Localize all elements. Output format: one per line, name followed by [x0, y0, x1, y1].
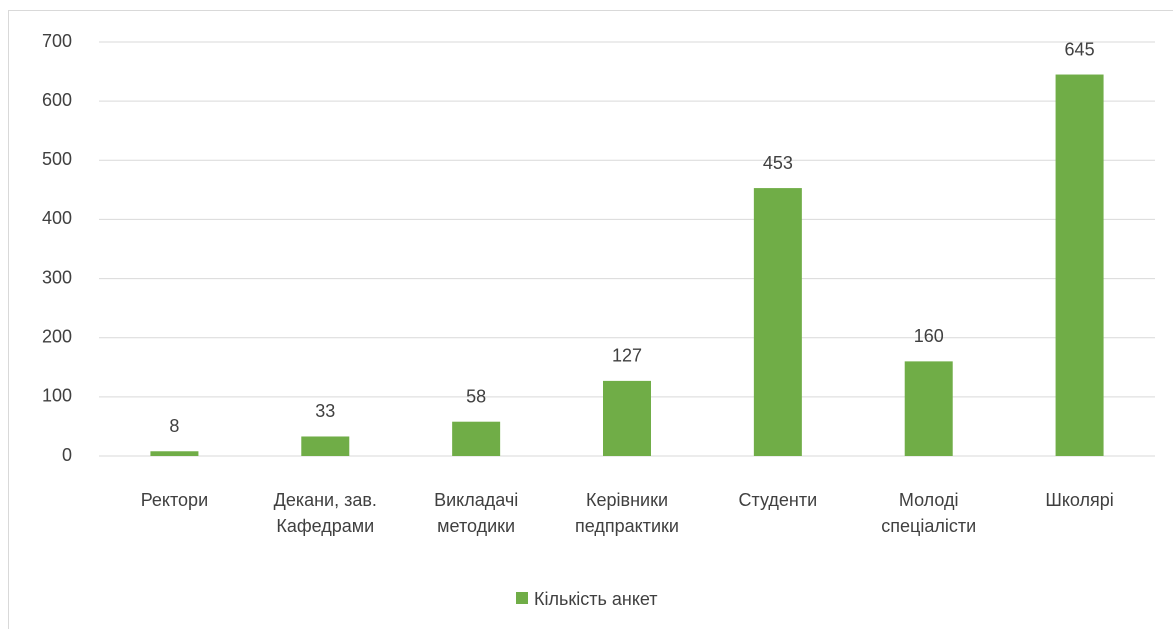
y-tick-label: 700: [42, 31, 72, 51]
y-tick-label: 600: [42, 90, 72, 110]
data-label: 160: [914, 326, 944, 346]
bar: [1055, 74, 1104, 457]
chart-frame: [8, 10, 1173, 629]
x-tick-label: Декани, зав. Кафедрами: [273, 490, 377, 536]
data-label: 58: [466, 386, 486, 406]
bar: [452, 421, 501, 456]
data-label: 453: [763, 153, 793, 173]
bar: [753, 188, 802, 456]
bar: [603, 380, 651, 456]
y-tick-label: 500: [42, 149, 72, 169]
legend-label: Кількість анкет: [534, 589, 658, 609]
y-tick-label: 200: [42, 326, 72, 346]
bar: [301, 436, 350, 456]
data-label: 33: [315, 401, 335, 421]
bar: [150, 451, 199, 456]
y-tick-label: 400: [42, 208, 72, 228]
bar: [904, 361, 953, 456]
data-label: 8: [169, 416, 179, 436]
y-tick-label: 100: [42, 386, 72, 406]
x-tick-label: Молоді спеціалісти: [881, 490, 977, 536]
data-label: 645: [1065, 39, 1095, 59]
x-tick-label: Керівники педпрактики: [575, 490, 679, 536]
legend-swatch: [516, 592, 528, 604]
data-label: 127: [612, 346, 642, 366]
x-tick-label: Студенти: [738, 490, 818, 510]
y-tick-label: 0: [62, 445, 72, 465]
y-tick-label: 300: [42, 267, 72, 287]
x-tick-label: Викладачі методики: [434, 490, 519, 536]
x-tick-label: Ректори: [140, 490, 209, 510]
x-tick-label: Школярі: [1045, 490, 1114, 510]
